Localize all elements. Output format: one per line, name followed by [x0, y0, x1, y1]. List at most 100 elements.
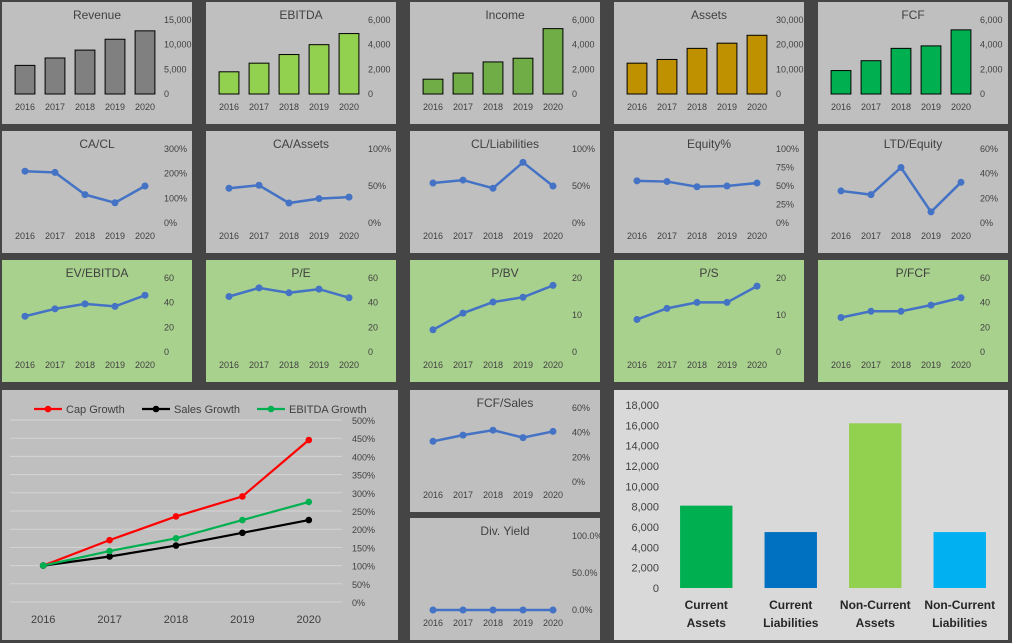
pbv-point [549, 281, 557, 289]
pe-x-tick: 2016 [219, 360, 239, 370]
ca_cl-y-tick: 300% [164, 144, 187, 154]
div_yield-y-tick: 0.0% [572, 605, 593, 615]
ebitda-x-tick: 2018 [279, 102, 299, 112]
fcf_sales-chart: FCF/Sales 0% 20% 40% 60% 2016 2017 2018 2019 2020 [423, 396, 590, 500]
balance-category-label: Current [685, 598, 728, 612]
div_yield-y-tick: 50.0% [572, 568, 598, 578]
fcf-y-tick: 2,000 [980, 64, 1003, 74]
ltd_equity-x-tick: 2018 [891, 231, 911, 241]
ps-x-tick: 2020 [747, 360, 767, 370]
pfcf-panel: P/FCF 0 20 40 60 2016 2017 2018 2019 2020 [818, 260, 1008, 382]
income-bar [422, 78, 444, 95]
growth-y-tick: 200% [352, 525, 375, 535]
fcf-y-tick: 4,000 [980, 40, 1003, 50]
assets-y-tick: 20,000 [776, 40, 804, 50]
ebitda-bar [338, 33, 360, 95]
growth-point [239, 516, 246, 524]
assets-title: Assets [691, 8, 727, 22]
ev_ebitda-x-tick: 2016 [15, 360, 35, 370]
assets-bar [686, 47, 708, 95]
cl_liabilities-line [432, 160, 554, 190]
growth-x-tick: 2016 [31, 614, 55, 626]
ca_assets-chart: CA/Assets 0% 50% 100% 2016 2017 2018 2019 2020 [219, 137, 391, 241]
ca_assets-x-tick: 2016 [219, 231, 239, 241]
growth-y-tick: 0% [352, 598, 365, 608]
pe-point [285, 289, 293, 297]
revenue-bar [74, 49, 96, 95]
pbv-x-tick: 2020 [543, 360, 563, 370]
cl_liabilities-point [519, 158, 527, 166]
fcf_sales-point [519, 434, 527, 442]
pe-x-tick: 2020 [339, 360, 359, 370]
ca_cl-point [141, 182, 149, 190]
ca_cl-y-tick: 100% [164, 193, 187, 203]
ev_ebitda-point [141, 291, 149, 299]
income-x-tick: 2017 [453, 102, 473, 112]
balance-y-tick: 12,000 [625, 461, 659, 473]
fcf-panel: FCF 0 2,000 4,000 6,000 2016 2017 2018 2019 2020 [818, 2, 1008, 124]
ev_ebitda-x-tick: 2017 [45, 360, 65, 370]
revenue-y-tick: 5,000 [164, 64, 187, 74]
div_yield-point [459, 606, 467, 614]
growth-point [106, 547, 113, 555]
balance-y-tick: 16,000 [625, 420, 659, 432]
growth-y-tick: 300% [352, 489, 375, 499]
ca_assets-point [345, 193, 353, 201]
assets-x-tick: 2018 [687, 102, 707, 112]
growth-y-tick: 350% [352, 471, 375, 481]
assets-bar [746, 34, 768, 95]
cl_liabilities-y-tick: 50% [572, 181, 590, 191]
growth-point [239, 493, 246, 500]
fcf_sales-y-tick: 40% [572, 428, 590, 438]
div_yield-x-tick: 2016 [423, 618, 443, 628]
balance-panel: 0 2,000 4,000 6,000 8,000 10,000 12,000 14,000 1… [614, 390, 1008, 640]
ps-panel: P/S 0 10 20 2016 2017 2018 2019 2020 [614, 260, 804, 382]
equity_pct-point [633, 177, 641, 185]
ev_ebitda-y-tick: 0 [164, 347, 169, 357]
ca_cl-x-tick: 2019 [105, 231, 125, 241]
pbv-x-tick: 2016 [423, 360, 443, 370]
income-panel: Income 0 2,000 4,000 6,000 2016 2017 2018 2019 20… [410, 2, 600, 124]
ca_assets-x-tick: 2019 [309, 231, 329, 241]
div_yield-x-tick: 2017 [453, 618, 473, 628]
growth-x-tick: 2017 [97, 614, 121, 626]
equity_pct-chart: Equity% 0% 25% 50% 75% 100% 2016 2017 2018 2019 20… [627, 137, 799, 241]
assets-bar [626, 62, 648, 95]
balance-y-tick: 14,000 [625, 441, 659, 453]
fcf-x-tick: 2017 [861, 102, 881, 112]
revenue-bar [104, 38, 126, 95]
ps-x-tick: 2019 [717, 360, 737, 370]
pbv-y-tick: 20 [572, 273, 582, 283]
growth-point [106, 536, 113, 544]
ev_ebitda-point [51, 305, 59, 313]
balance-y-tick: 18,000 [625, 400, 659, 412]
pfcf-title: P/FCF [896, 266, 931, 280]
equity_pct-point [663, 178, 671, 186]
fcf-x-tick: 2019 [921, 102, 941, 112]
ps-x-tick: 2018 [687, 360, 707, 370]
pe-title: P/E [291, 266, 310, 280]
ca_cl-x-tick: 2018 [75, 231, 95, 241]
pfcf-x-tick: 2018 [891, 360, 911, 370]
assets-bar [656, 58, 678, 95]
revenue-x-tick: 2017 [45, 102, 65, 112]
ca_cl-point [21, 167, 29, 175]
ps-chart: P/S 0 10 20 2016 2017 2018 2019 2020 [627, 266, 786, 370]
pe-chart: P/E 0 20 40 60 2016 2017 2018 2019 2020 [219, 266, 378, 370]
pfcf-x-tick: 2019 [921, 360, 941, 370]
ps-x-tick: 2017 [657, 360, 677, 370]
fcf_sales-point [549, 427, 557, 435]
income-x-tick: 2020 [543, 102, 563, 112]
growth-y-tick: 150% [352, 543, 375, 553]
cl_liabilities-point [429, 179, 437, 187]
ebitda-bar [218, 71, 240, 95]
pe-x-tick: 2019 [309, 360, 329, 370]
pe-point [225, 293, 233, 300]
balance-bar [849, 423, 902, 588]
pfcf-point [837, 313, 845, 321]
balance-y-tick: 0 [653, 583, 659, 595]
cl-liabilities-panel: CL/Liabilities 0% 50% 100% 2016 2017 2018 2019 2… [410, 131, 600, 253]
ca_assets-x-tick: 2020 [339, 231, 359, 241]
ca_assets-point [285, 199, 293, 207]
ca_cl-point [51, 168, 59, 176]
